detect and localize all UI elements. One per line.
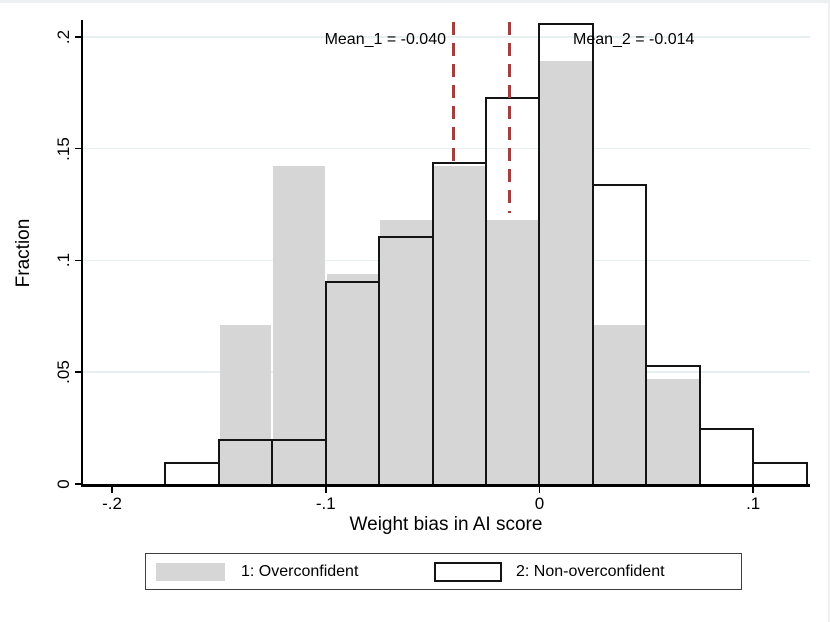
y-tick-label: .05: [54, 360, 73, 385]
histogram-bar-non-overconfident: [378, 235, 434, 486]
y-gridline: [83, 147, 810, 150]
y-tick: [75, 147, 81, 150]
histogram-bar-non-overconfident: [431, 161, 488, 486]
window-right-edge: [828, 0, 830, 622]
histogram-bar-non-overconfident: [324, 280, 381, 486]
x-tick-label: .1: [746, 494, 761, 513]
legend-label-non-overconfident: 2: Non-overconfident: [516, 562, 665, 580]
mean-line-1: [452, 22, 456, 162]
mean2-annotation: Mean_2 = -0.014: [573, 31, 695, 48]
y-tick-label: .15: [54, 136, 73, 161]
histogram-bar-non-overconfident: [538, 23, 594, 486]
histogram-bar-non-overconfident: [645, 365, 701, 486]
y-axis-title: Fraction: [13, 218, 34, 288]
histogram-bar-overconfident: [219, 325, 272, 484]
x-tick: [538, 486, 541, 493]
histogram-bar-non-overconfident: [591, 184, 648, 486]
histogram-bar-non-overconfident: [271, 439, 327, 486]
y-axis-line: [80, 20, 83, 487]
x-tick-label: -.2: [102, 494, 122, 513]
histogram-bar-non-overconfident: [698, 428, 755, 486]
x-axis-title: Weight bias in AI score: [349, 514, 543, 535]
mean1-annotation: Mean_1 = -0.040: [324, 31, 446, 48]
histogram-bar-overconfident: [540, 61, 592, 484]
x-tick-label: 0: [534, 494, 545, 513]
y-tick: [75, 35, 81, 38]
legend-swatch-overconfident: [156, 563, 225, 581]
y-tick-label: .1: [54, 253, 73, 268]
histogram-bar-overconfident: [380, 220, 432, 484]
y-gridline: [83, 36, 810, 38]
x-tick: [324, 486, 327, 493]
x-axis-line: [80, 484, 810, 487]
y-tick: [75, 371, 81, 373]
histogram-bar-non-overconfident: [485, 97, 541, 486]
histogram-bar-non-overconfident: [164, 461, 220, 486]
window-top-edge: [0, 0, 830, 3]
histogram-bar-overconfident: [487, 220, 539, 484]
x-tick: [752, 486, 754, 493]
histogram-bar-overconfident: [326, 273, 379, 484]
histogram-bar-non-overconfident: [752, 461, 808, 486]
histogram-bar-non-overconfident: [217, 439, 274, 486]
y-tick: [75, 259, 81, 262]
x-tick-label: -.1: [315, 494, 336, 513]
legend-label-overconfident: 1: Overconfident: [241, 562, 359, 580]
legend: 1: Overconfident 2: Non-overconfident: [145, 553, 742, 590]
x-tick: [111, 486, 113, 493]
y-tick-label: 0: [54, 479, 73, 489]
histogram-bar-overconfident: [273, 166, 325, 484]
histogram-bar-overconfident: [433, 166, 486, 484]
histogram-bar-overconfident: [647, 378, 699, 484]
mean-line-2: [508, 22, 512, 214]
y-tick: [75, 483, 81, 485]
histogram-bar-overconfident: [593, 325, 646, 484]
legend-swatch-non-overconfident: [434, 562, 502, 582]
